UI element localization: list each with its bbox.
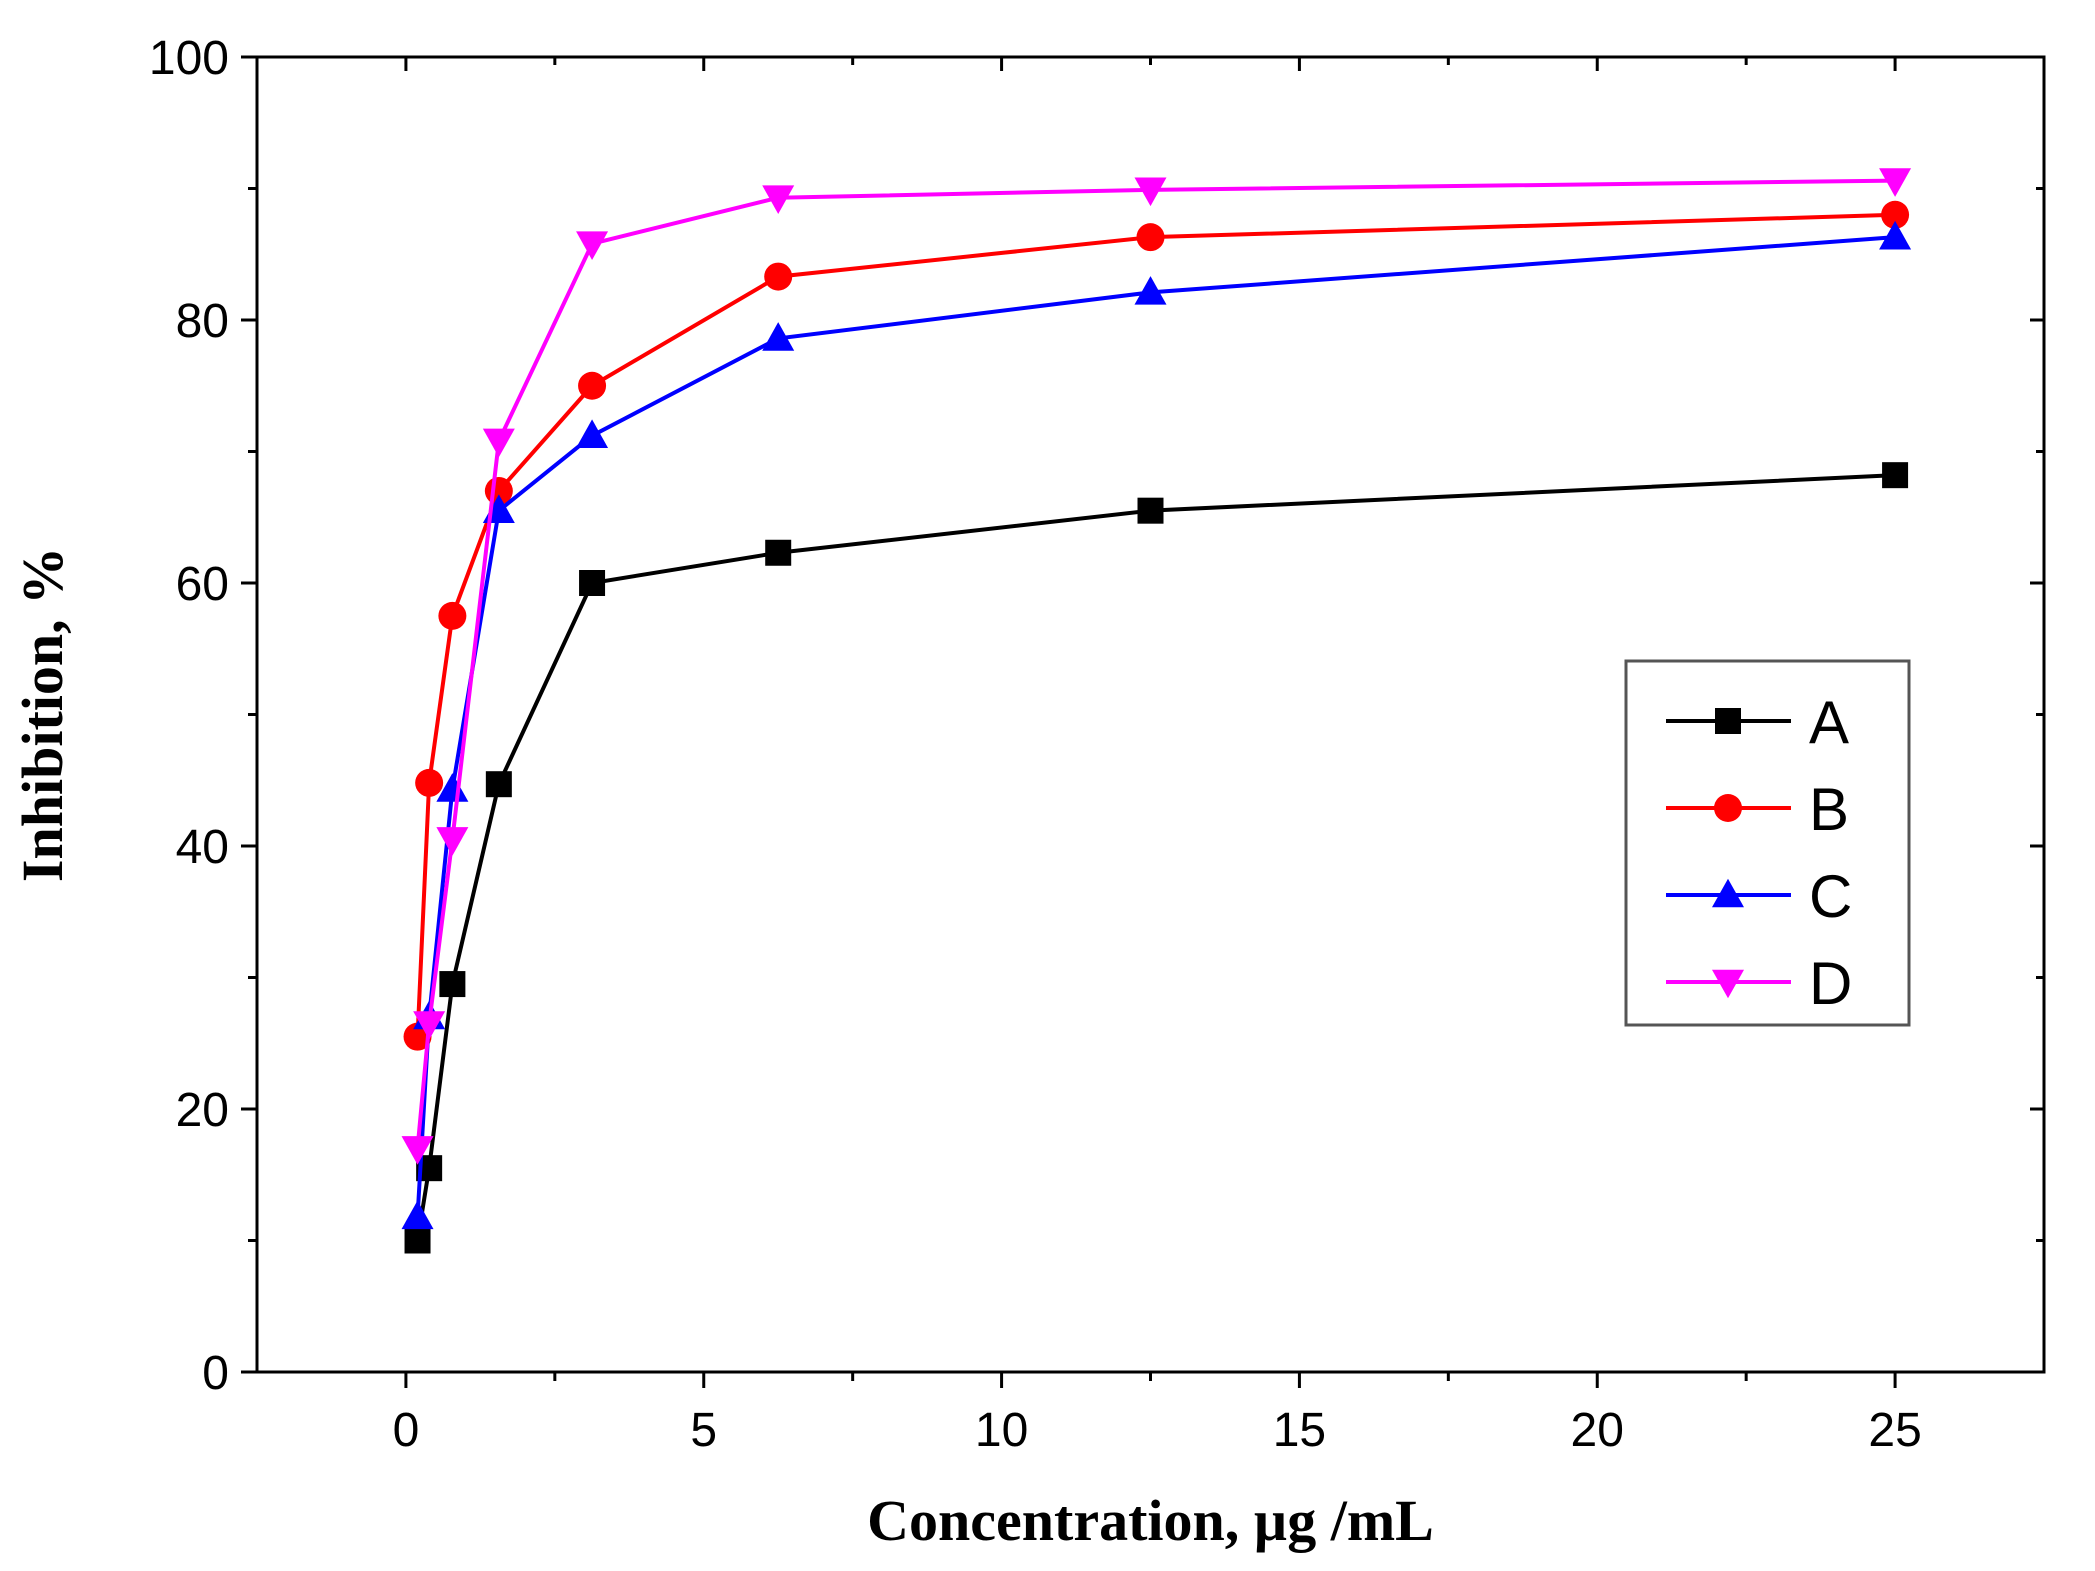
data-point-A xyxy=(1882,462,1909,489)
axis-tick-labels: 0 5 10 15 20 25 0 20 40 60 80 100 xyxy=(149,32,1922,1457)
legend-item-A: A xyxy=(1666,689,1849,756)
series-line-B xyxy=(415,212,1896,1037)
data-point-D xyxy=(1134,177,1167,207)
data-point-C xyxy=(576,419,609,449)
data-point-C xyxy=(436,773,469,802)
data-point-A xyxy=(579,570,606,596)
legend-marker xyxy=(1712,878,1744,908)
data-point-D xyxy=(413,1011,446,1040)
data-point-B xyxy=(1136,223,1165,252)
data-point-D xyxy=(576,231,609,261)
x-tick-label: 15 xyxy=(1273,1404,1326,1457)
data-point-A xyxy=(404,1227,431,1254)
data-point-D xyxy=(762,185,795,215)
data-point-A xyxy=(1137,497,1164,524)
y-tick-label: 60 xyxy=(176,558,229,611)
y-tick-label: 20 xyxy=(176,1084,229,1137)
axis-ticks xyxy=(241,55,2044,1388)
legend-item-C: C xyxy=(1666,863,1852,930)
data-point-B xyxy=(764,262,793,291)
data-point-C xyxy=(762,322,795,351)
x-tick-label: 25 xyxy=(1868,1404,1921,1457)
data-point-B xyxy=(1881,200,1910,229)
data-point-A xyxy=(439,971,466,998)
legend-marker xyxy=(1715,708,1741,734)
x-axis-title: Concentration, µg /mL xyxy=(867,1488,1434,1553)
data-point-A xyxy=(765,539,792,566)
data-point-B xyxy=(415,768,444,797)
y-tick-label: 80 xyxy=(176,295,229,348)
x-tick-label: 10 xyxy=(975,1404,1028,1457)
legend-label: D xyxy=(1809,950,1852,1017)
data-point-C xyxy=(401,1200,434,1230)
y-tick-label: 40 xyxy=(176,821,229,874)
legend-label: A xyxy=(1809,689,1849,756)
x-tick-label: 0 xyxy=(393,1404,420,1457)
y-tick-label: 100 xyxy=(149,32,229,85)
legend-item-B: B xyxy=(1666,776,1849,843)
legend-item-D: D xyxy=(1666,950,1852,1017)
data-point-B xyxy=(438,601,467,630)
legend-box xyxy=(1624,659,1911,1027)
legend-label: C xyxy=(1809,863,1852,930)
data-point-D xyxy=(1879,168,1912,197)
data-point-B xyxy=(578,371,607,400)
series-D xyxy=(401,168,1912,1165)
series-line-A xyxy=(415,473,1896,1241)
x-tick-label: 20 xyxy=(1571,1404,1624,1457)
data-point-C xyxy=(1134,276,1167,305)
series-line-D xyxy=(415,178,1896,1149)
series-A xyxy=(404,462,1909,1254)
y-axis-title: Inhibition, % xyxy=(10,547,75,882)
data-point-A xyxy=(485,771,512,798)
data-point-D xyxy=(436,827,469,856)
data-point-D xyxy=(482,428,515,458)
data-point-D xyxy=(401,1136,434,1165)
x-tick-label: 5 xyxy=(690,1404,717,1457)
y-tick-label: 0 xyxy=(202,1347,229,1400)
data-series xyxy=(401,168,1912,1254)
data-point-C xyxy=(1879,220,1912,250)
series-B xyxy=(403,200,1910,1051)
legend-marker xyxy=(1714,794,1742,822)
legend-marker xyxy=(1712,969,1744,999)
legend-label: B xyxy=(1809,776,1849,843)
